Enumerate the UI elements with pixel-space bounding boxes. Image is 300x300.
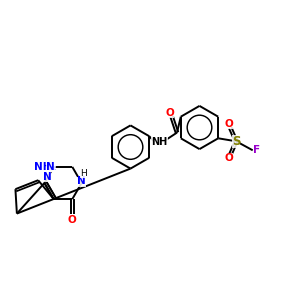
Text: N: N — [77, 176, 86, 187]
Text: O: O — [166, 108, 175, 118]
Text: N: N — [43, 172, 51, 182]
Text: F: F — [253, 145, 260, 155]
Text: O: O — [68, 214, 77, 224]
Text: N: N — [46, 162, 55, 172]
Text: NH: NH — [152, 136, 168, 147]
Text: O: O — [224, 153, 233, 164]
Text: NH₂: NH₂ — [34, 162, 56, 172]
Text: H: H — [80, 169, 86, 178]
Text: O: O — [224, 119, 233, 129]
Text: S: S — [232, 135, 241, 148]
